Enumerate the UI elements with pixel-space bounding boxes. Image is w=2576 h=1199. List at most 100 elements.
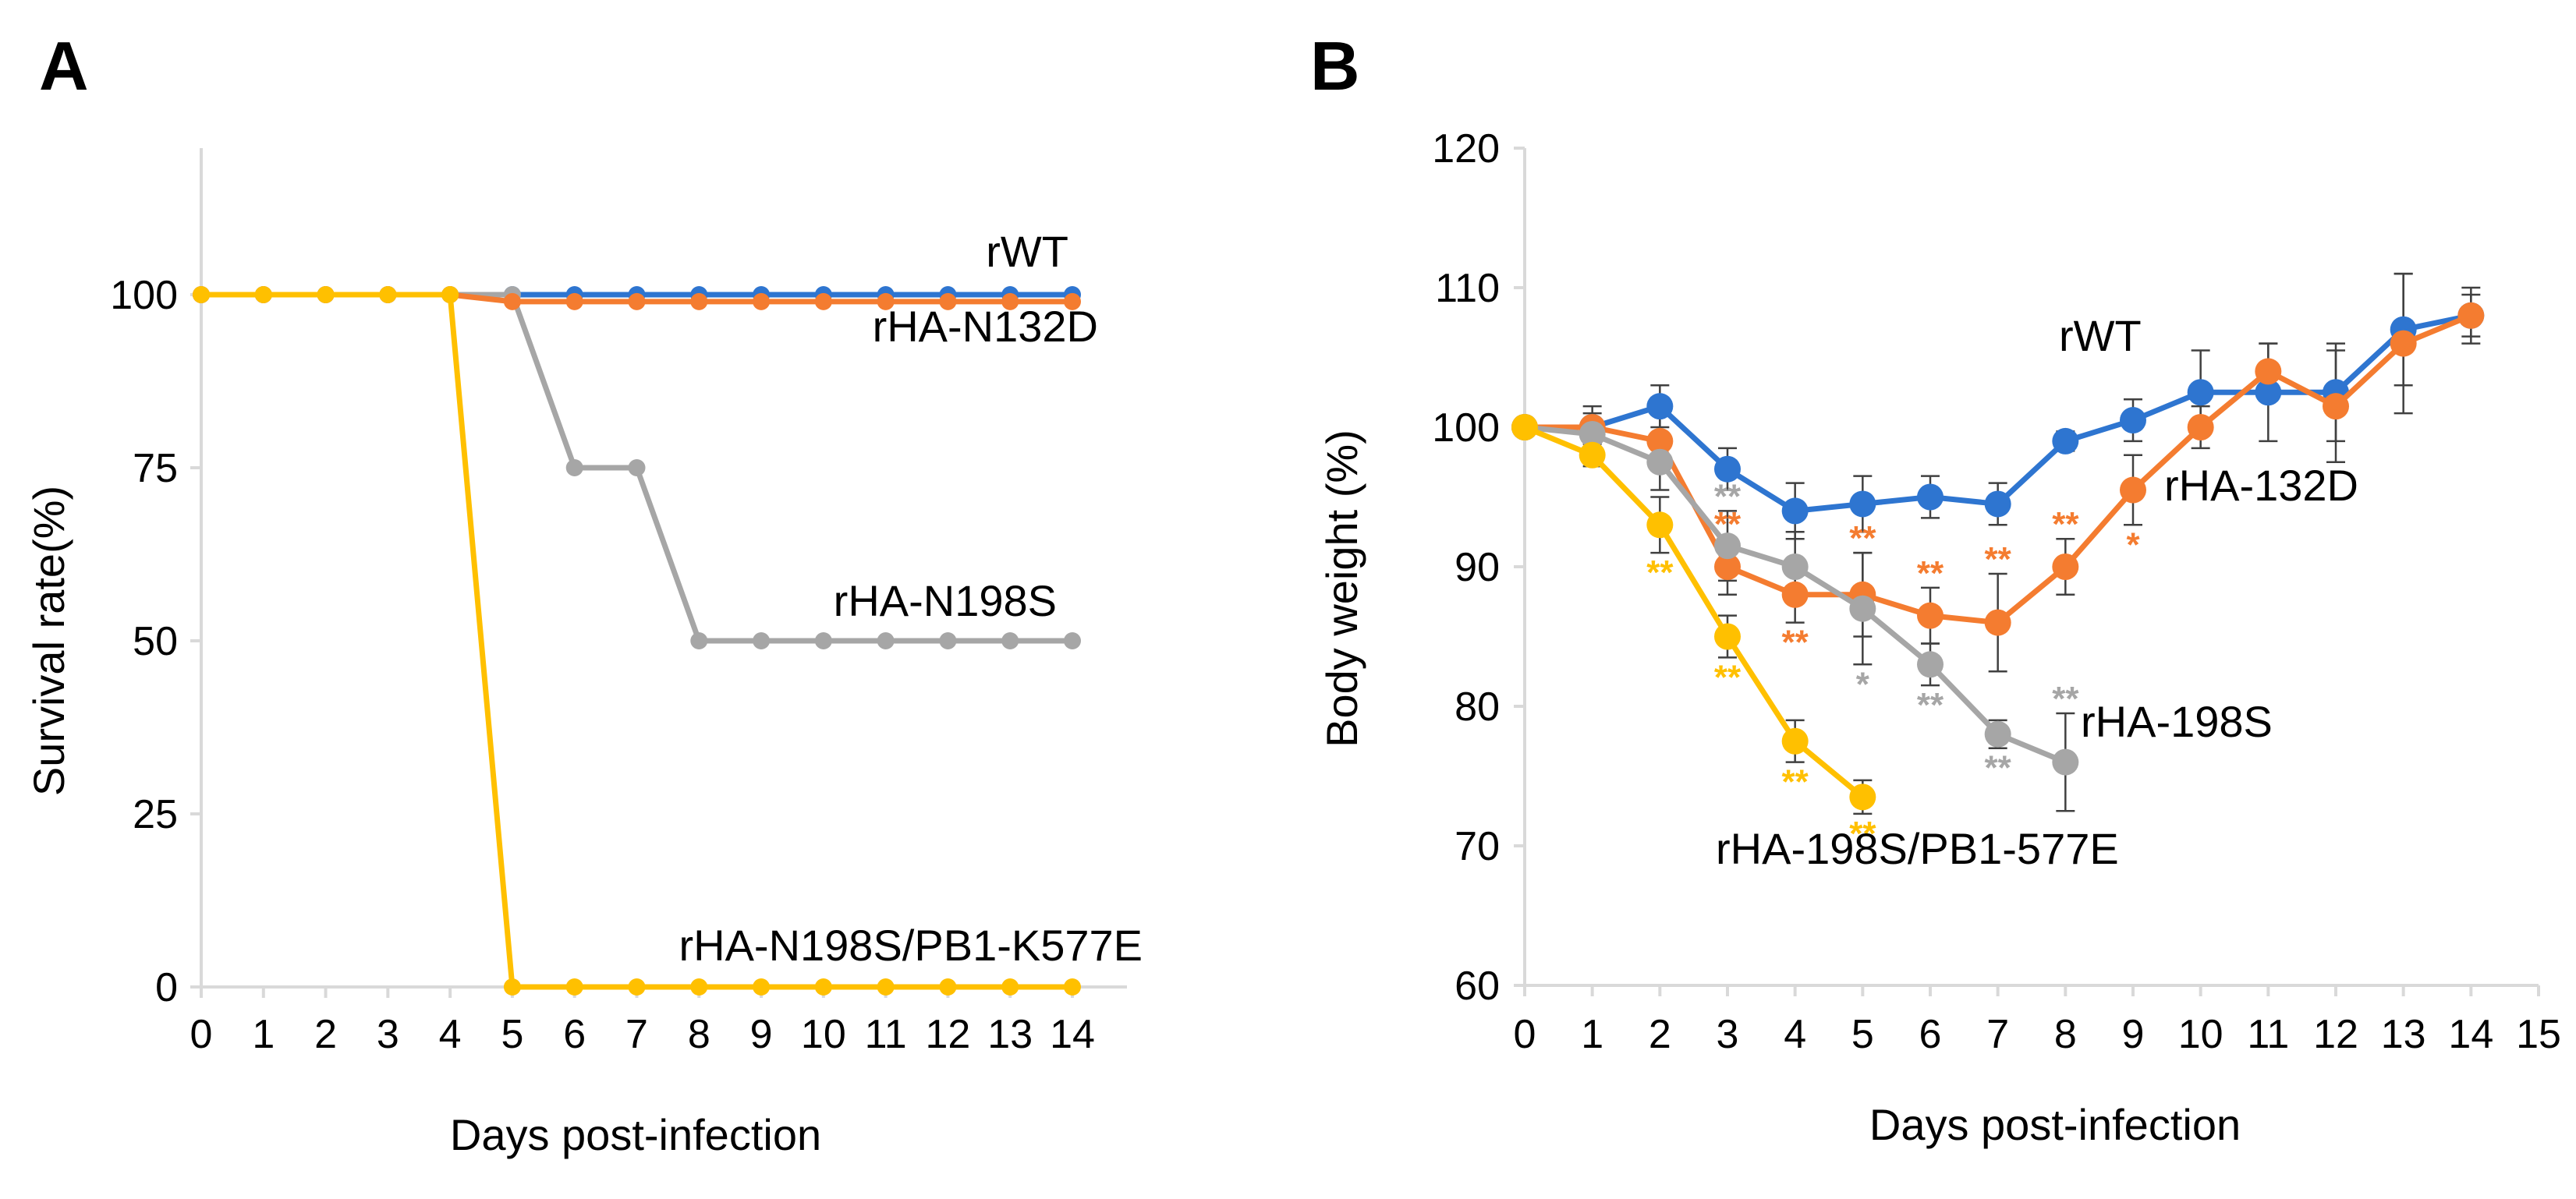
a-x-tick-label: 10: [801, 1012, 846, 1057]
b-significance-marker: **: [1714, 658, 1742, 696]
b-data-point: [1714, 554, 1741, 580]
b-x-axis-title: Days post-infection: [1869, 1100, 2241, 1149]
b-data-point: [2457, 302, 2485, 329]
b-data-point: [1579, 420, 1606, 447]
b-data-point: [1714, 532, 1741, 560]
a-data-point: [690, 632, 708, 649]
a-data-point: [565, 978, 583, 996]
b-x-tick-label: 3: [1717, 1012, 1739, 1057]
b-y-tick-label: 120: [1432, 126, 1500, 172]
b-significance-marker: **: [2052, 680, 2079, 718]
b-data-point: [2390, 330, 2417, 357]
a-data-point: [814, 292, 832, 310]
a-data-point: [254, 286, 272, 303]
b-significance-marker: **: [1917, 554, 1944, 592]
a-x-tick-label: 8: [688, 1012, 710, 1057]
b-data-point: [2120, 407, 2146, 434]
a-data-point: [379, 286, 397, 303]
b-data-point: [2187, 414, 2214, 440]
b-y-axis-title: Body weight (%): [1317, 430, 1366, 748]
b-significance-marker: **: [1849, 815, 1876, 853]
b-y-tick-label: 90: [1455, 545, 1500, 590]
b-data-point: [2323, 393, 2349, 420]
a-data-point: [939, 632, 957, 649]
a-x-tick-label: 13: [987, 1012, 1033, 1057]
b-significance-marker: **: [1985, 540, 2012, 578]
a-data-point: [877, 632, 895, 649]
b-y-tick-label: 110: [1435, 266, 1500, 311]
b-significance-marker: **: [1714, 505, 1742, 543]
a-data-point: [877, 978, 895, 996]
b-x-tick-label: 4: [1784, 1012, 1806, 1057]
b-data-point: [1917, 483, 1944, 511]
b-significance-marker: **: [1917, 686, 1944, 724]
b-data-point: [2187, 379, 2214, 406]
a-data-point: [1001, 978, 1019, 996]
b-y-tick-label: 60: [1455, 964, 1500, 1009]
a-y-tick-label: 25: [133, 792, 178, 837]
b-x-tick-label: 10: [2178, 1012, 2223, 1057]
a-data-point: [565, 292, 583, 310]
b-significance-marker: **: [1985, 749, 2012, 787]
b-data-point: [1714, 623, 1741, 650]
a-y-tick-label: 100: [110, 273, 178, 318]
b-data-point: [1781, 554, 1809, 580]
a-y-tick-label: 0: [155, 965, 178, 1010]
b-data-point: [1781, 581, 1809, 608]
a-data-point: [753, 632, 771, 649]
a-y-tick-label: 75: [133, 446, 178, 491]
a-data-point: [441, 286, 459, 303]
b-x-tick-label: 15: [2516, 1012, 2561, 1057]
a-y-axis-title: Survival rate(%): [24, 486, 73, 796]
b-data-point: [2255, 379, 2282, 406]
b-x-tick-label: 8: [2054, 1012, 2077, 1057]
a-series-label: rHA-N198S: [834, 576, 1057, 625]
a-data-point: [814, 632, 832, 649]
b-significance-marker: **: [2052, 505, 2079, 543]
b-y-tick-label: 70: [1455, 824, 1500, 869]
a-data-point: [317, 286, 335, 303]
a-data-point: [628, 978, 646, 996]
a-data-point: [1001, 632, 1019, 649]
b-data-point: [1646, 393, 1674, 420]
b-series-label: rHA-198S: [2081, 697, 2273, 746]
a-data-point: [690, 978, 708, 996]
a-series-label: rHA-N132D: [873, 302, 1098, 351]
b-data-point: [2255, 358, 2282, 385]
a-x-tick-label: 3: [377, 1012, 399, 1057]
panel-b-letter: B: [1310, 27, 1360, 104]
a-data-point: [939, 292, 957, 310]
b-data-point: [1511, 414, 1538, 440]
a-data-point: [1064, 292, 1081, 310]
b-data-point: [1714, 455, 1741, 483]
b-data-point: [2120, 476, 2146, 504]
a-x-tick-label: 0: [190, 1012, 213, 1057]
a-x-tick-label: 4: [439, 1012, 462, 1057]
b-x-tick-label: 12: [2313, 1012, 2358, 1057]
b-y-tick-label: 80: [1455, 684, 1500, 730]
b-data-point: [1579, 441, 1606, 469]
b-data-point: [1849, 783, 1876, 811]
b-data-point: [1781, 727, 1809, 755]
a-data-point: [753, 978, 771, 996]
b-data-point: [1917, 602, 1944, 629]
b-x-tick-label: 2: [1649, 1012, 1671, 1057]
a-data-point: [628, 459, 646, 476]
b-significance-marker: *: [1856, 665, 1870, 703]
b-data-point: [1849, 595, 1876, 622]
a-x-tick-label: 2: [314, 1012, 337, 1057]
b-x-tick-label: 0: [1514, 1012, 1536, 1057]
b-data-point: [1917, 651, 1944, 678]
a-data-point: [1001, 292, 1019, 310]
a-data-point: [939, 978, 957, 996]
a-x-tick-label: 7: [625, 1012, 648, 1057]
b-significance-marker: **: [1714, 477, 1742, 515]
a-data-point: [690, 292, 708, 310]
b-data-point: [1984, 490, 2011, 518]
a-series-label: rHA-N198S/PB1-K577E: [679, 921, 1143, 970]
b-series-label: rHA-198S/PB1-577E: [1716, 824, 2119, 873]
a-x-tick-label: 6: [563, 1012, 586, 1057]
